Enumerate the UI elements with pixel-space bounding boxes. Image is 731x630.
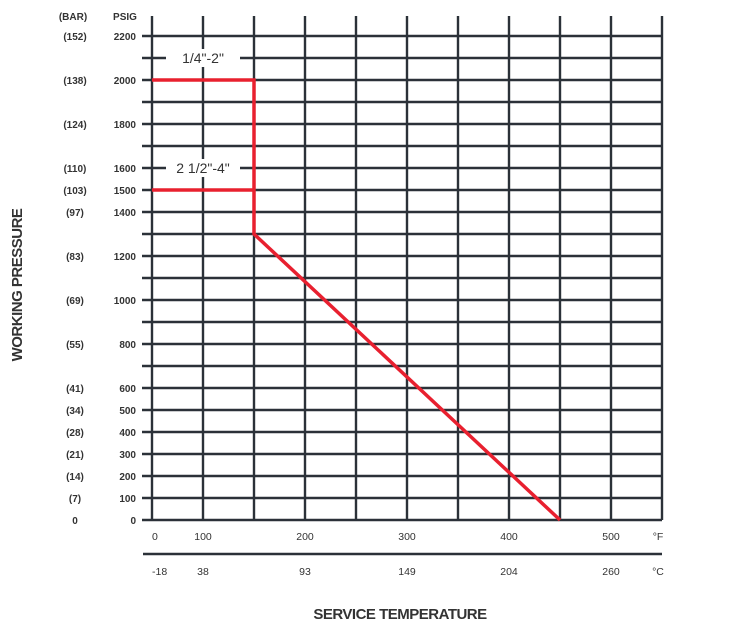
- x-tick-f-label: 100: [194, 531, 212, 543]
- series-label-background: [166, 159, 240, 177]
- x-axis-title: SERVICE TEMPERATURE: [313, 606, 487, 623]
- y-tick-bar-label: (83): [66, 252, 84, 263]
- y-tick-psig-label: 1600: [114, 164, 137, 175]
- series-label-background: [166, 49, 240, 67]
- y-tick-bar-label: (21): [66, 450, 84, 461]
- x-tick-c-label: 260: [602, 566, 620, 578]
- y-tick-bar-label: (97): [66, 208, 84, 219]
- y-tick-bar-label: 0: [72, 516, 78, 527]
- y-tick-psig-label: 0: [130, 516, 136, 527]
- y-tick-bar-label: (103): [63, 186, 86, 197]
- y-tick-psig-label: 2200: [114, 32, 137, 43]
- y-tick-bar-label: (124): [63, 120, 86, 131]
- series-label: 2 1/2"-4": [176, 160, 230, 176]
- y-tick-bar-label: (7): [69, 494, 81, 505]
- y-tick-psig-label: 1500: [114, 186, 137, 197]
- y-tick-bar-label: (152): [63, 32, 86, 43]
- x-tick-f-label: 300: [398, 531, 416, 543]
- x-tick-c-label: 93: [299, 566, 311, 578]
- y-tick-psig-label: 600: [119, 384, 136, 395]
- series-label: 1/4"-2": [182, 50, 224, 66]
- y-tick-psig-label: 1200: [114, 252, 137, 263]
- y-tick-psig-label: 400: [119, 428, 136, 439]
- y-tick-psig-label: 500: [119, 406, 136, 417]
- y-tick-bar-label: (138): [63, 76, 86, 87]
- y-tick-psig-label: 200: [119, 472, 136, 483]
- y-tick-psig-label: 2000: [114, 76, 137, 87]
- y-tick-psig-label: 300: [119, 450, 136, 461]
- series-line-1: [152, 78, 562, 522]
- y-tick-psig-label: 1000: [114, 296, 137, 307]
- y-axis-title: WORKING PRESSURE: [9, 208, 26, 361]
- y-tick-bar-label: (34): [66, 406, 84, 417]
- y-tick-psig-label: 800: [119, 340, 136, 351]
- y-tick-bar-label: (69): [66, 296, 84, 307]
- x-unit-f-label: °F: [653, 531, 664, 543]
- x-tick-c-label: 204: [500, 566, 518, 578]
- y-axis-psig-header: PSIG: [113, 12, 137, 23]
- y-axis-bar-header: (BAR): [59, 12, 87, 23]
- x-tick-f-label: 200: [296, 531, 314, 543]
- y-tick-bar-label: (55): [66, 340, 84, 351]
- y-tick-bar-label: (41): [66, 384, 84, 395]
- x-tick-f-label: 500: [602, 531, 620, 543]
- x-tick-c-label: -18: [152, 566, 167, 578]
- x-tick-f-label: 400: [500, 531, 518, 543]
- x-unit-c-label: °C: [652, 566, 664, 578]
- y-tick-bar-label: (14): [66, 472, 84, 483]
- y-tick-bar-label: (28): [66, 428, 84, 439]
- x-tick-c-label: 38: [197, 566, 209, 578]
- x-tick-f-label: 0: [152, 531, 158, 543]
- y-tick-bar-label: (110): [64, 164, 87, 175]
- x-tick-c-label: 149: [398, 566, 416, 578]
- y-tick-psig-label: 1400: [114, 208, 137, 219]
- y-tick-psig-label: 1800: [114, 120, 137, 131]
- y-tick-psig-label: 100: [119, 494, 136, 505]
